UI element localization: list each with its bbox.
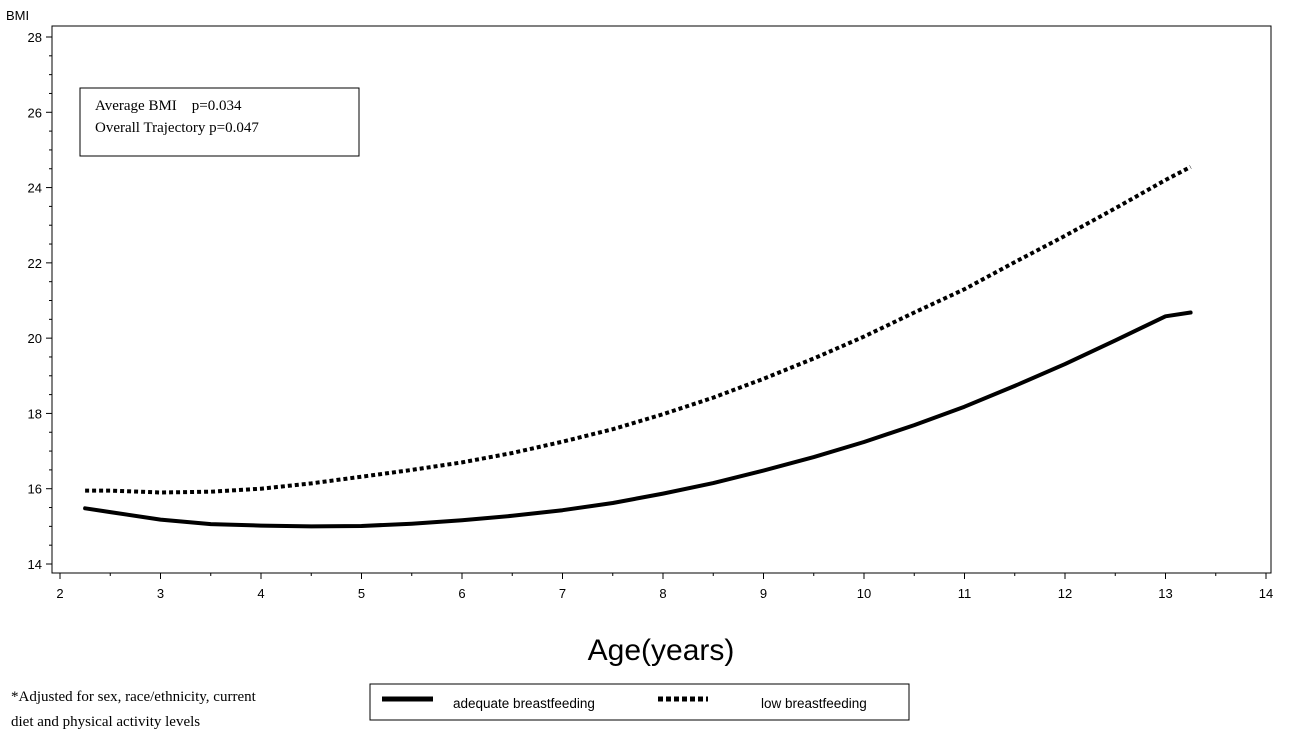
x-tick-label: 5: [358, 586, 365, 601]
x-tick-label: 3: [157, 586, 164, 601]
annotation-frame: [79, 87, 360, 157]
x-tick-label: 12: [1058, 586, 1072, 601]
y-tick-label: 14: [28, 557, 42, 572]
y-tick-label: 26: [28, 105, 42, 120]
x-tick-label: 6: [458, 586, 465, 601]
y-tick-label: 18: [28, 406, 42, 421]
x-axis: 2 3 4 5 6 7 8 9 10 11 12 13 14: [56, 573, 1273, 601]
y-tick-label: 24: [28, 181, 42, 196]
x-axis-label: Age(years): [588, 634, 735, 667]
series-line-adequate-breastfeeding: [83, 310, 1193, 529]
x-tick-label: 4: [257, 586, 264, 601]
annotation-box: Average BMI p=0.034 Overall Trajectory p…: [79, 87, 360, 157]
x-tick-label: 14: [1259, 586, 1273, 601]
x-tick-label: 11: [958, 586, 972, 601]
legend-label-low: low breastfeeding: [761, 696, 867, 711]
y-axis: 14 16 18 20 22 24 26 28: [28, 30, 52, 572]
legend-label-adequate: adequate breastfeeding: [453, 696, 595, 711]
footnote-line-2: diet and physical activity levels: [11, 714, 200, 730]
x-tick-label: 2: [56, 586, 63, 601]
x-tick-label: 7: [559, 586, 566, 601]
series-layer: [83, 165, 1193, 529]
annotation-overall-trajectory: Overall Trajectory p=0.047: [95, 120, 259, 136]
y-tick-label: 22: [28, 256, 42, 271]
x-tick-label: 9: [760, 586, 767, 601]
y-tick-label: 16: [28, 482, 42, 497]
plot-frame: [51, 25, 1272, 574]
legend-frame: [369, 683, 910, 721]
annotation-average-bmi: Average BMI p=0.034: [95, 98, 242, 114]
footnote-line-1: *Adjusted for sex, race/ethnicity, curre…: [11, 689, 257, 705]
y-tick-label: 20: [28, 331, 42, 346]
legend: adequate breastfeeding low breastfeeding: [369, 683, 910, 721]
x-tick-label: 8: [659, 586, 666, 601]
x-tick-label: 13: [1158, 586, 1172, 601]
y-axis-label: BMI: [6, 8, 29, 23]
x-tick-label: 10: [857, 586, 871, 601]
y-tick-label: 28: [28, 30, 42, 45]
series-line-low-breastfeeding: [85, 165, 1192, 495]
